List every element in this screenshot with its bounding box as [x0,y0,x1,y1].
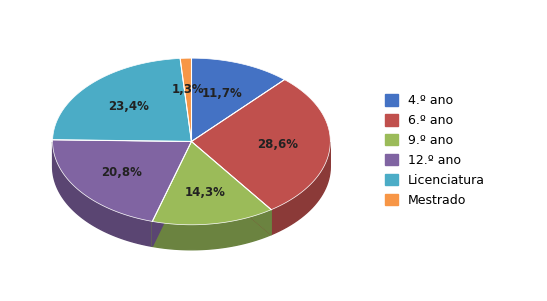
Polygon shape [180,58,191,141]
Text: 23,4%: 23,4% [108,100,149,113]
Polygon shape [191,58,284,141]
Text: 1,3%: 1,3% [172,83,204,96]
Text: 20,8%: 20,8% [102,166,142,178]
Text: 14,3%: 14,3% [185,186,226,199]
Text: 11,7%: 11,7% [202,87,243,100]
Polygon shape [53,140,191,222]
Text: 28,6%: 28,6% [257,138,298,151]
Polygon shape [152,141,191,247]
Polygon shape [152,141,191,247]
Polygon shape [271,142,330,235]
Polygon shape [191,141,271,235]
Polygon shape [191,80,330,210]
Polygon shape [152,141,271,225]
Legend: 4.º ano, 6.º ano, 9.º ano, 12.º ano, Licenciatura, Mestrado: 4.º ano, 6.º ano, 9.º ano, 12.º ano, Lic… [386,94,485,207]
Polygon shape [53,142,152,247]
Polygon shape [53,58,191,141]
Polygon shape [152,210,271,250]
Polygon shape [191,141,271,235]
